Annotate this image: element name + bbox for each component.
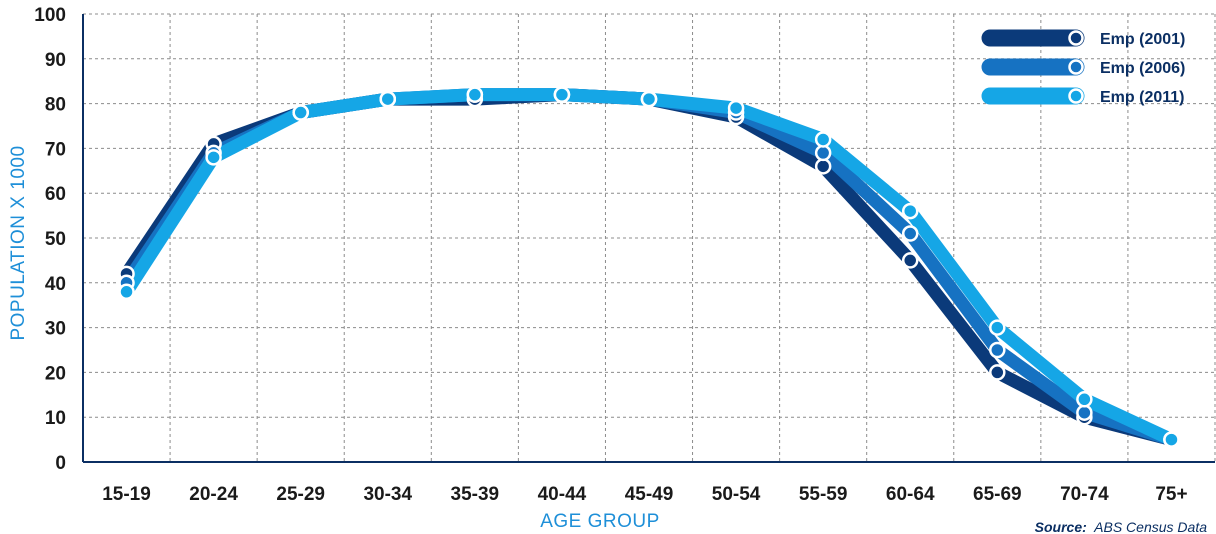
y-tick-label: 10 xyxy=(45,408,66,429)
legend-marker xyxy=(1068,88,1084,104)
y-tick-label: 30 xyxy=(45,319,66,340)
legend: Emp (2001) Emp (2006) Emp (2011) xyxy=(981,29,1185,106)
data-point xyxy=(1076,404,1093,421)
source-note: Source: ABS Census Data xyxy=(1035,519,1208,534)
legend-label: Emp (2001) xyxy=(1100,31,1185,48)
series-line-1 xyxy=(120,88,1178,447)
data-point xyxy=(292,104,309,121)
data-point xyxy=(640,90,658,108)
x-tick-label: 45-49 xyxy=(625,484,674,505)
source-text: ABS Census Data xyxy=(1093,519,1207,534)
data-point xyxy=(814,158,832,175)
y-tick-label: 40 xyxy=(45,274,66,295)
y-tick-label: 20 xyxy=(45,363,66,384)
x-tick-label: 35-39 xyxy=(451,484,500,505)
data-point xyxy=(379,90,397,108)
x-tick-label: 55-59 xyxy=(799,484,848,505)
data-points xyxy=(118,86,1180,448)
grid xyxy=(83,13,1216,462)
x-tick-label: 50-54 xyxy=(712,484,761,505)
y-tick-label: 60 xyxy=(45,184,66,205)
data-point xyxy=(727,99,745,117)
data-point xyxy=(205,149,222,166)
data-point xyxy=(814,144,832,162)
data-point xyxy=(901,202,919,220)
x-axis-title: AGE GROUP xyxy=(540,511,660,532)
legend-label: Emp (2006) xyxy=(1100,60,1185,77)
data-point xyxy=(118,283,135,301)
x-tick-label: 60-64 xyxy=(886,484,935,505)
data-point xyxy=(814,131,832,148)
source-label: Source: xyxy=(1035,519,1087,534)
x-tick-label: 65-69 xyxy=(973,484,1022,505)
data-point xyxy=(901,252,919,269)
axes xyxy=(82,14,1215,463)
x-tick-label: 40-44 xyxy=(538,484,587,505)
legend-marker xyxy=(1068,30,1084,46)
y-tick-label: 0 xyxy=(55,453,66,474)
data-point xyxy=(901,225,919,242)
data-point xyxy=(1076,391,1093,408)
data-point xyxy=(553,86,571,103)
series-lines xyxy=(120,88,1178,447)
legend-label: Emp (2011) xyxy=(1100,89,1184,106)
x-tick-label: 70-74 xyxy=(1060,484,1109,505)
data-point xyxy=(989,319,1006,336)
data-point xyxy=(989,364,1006,381)
x-tick-label: 15-19 xyxy=(102,484,151,505)
x-tick-label: 20-24 xyxy=(189,484,238,505)
data-point xyxy=(1163,431,1180,448)
data-point xyxy=(989,341,1006,359)
data-point xyxy=(466,86,484,103)
y-tick-label: 70 xyxy=(45,139,66,160)
legend-marker xyxy=(1068,59,1084,75)
x-tick-label: 25-29 xyxy=(276,484,325,505)
x-tick-label: 30-34 xyxy=(363,484,412,505)
y-tick-label: 90 xyxy=(45,50,66,71)
y-tick-label: 100 xyxy=(34,5,66,26)
y-tick-label: 50 xyxy=(45,229,66,250)
x-tick-label: 75+ xyxy=(1155,484,1187,505)
y-tick-label: 80 xyxy=(45,95,66,116)
tick-labels: 0 10 20 30 40 50 60 70 80 90 100 15-19 20-24 25-29 30-… xyxy=(34,5,1187,505)
y-axis-title: POPULATION X 1000 xyxy=(8,145,29,340)
